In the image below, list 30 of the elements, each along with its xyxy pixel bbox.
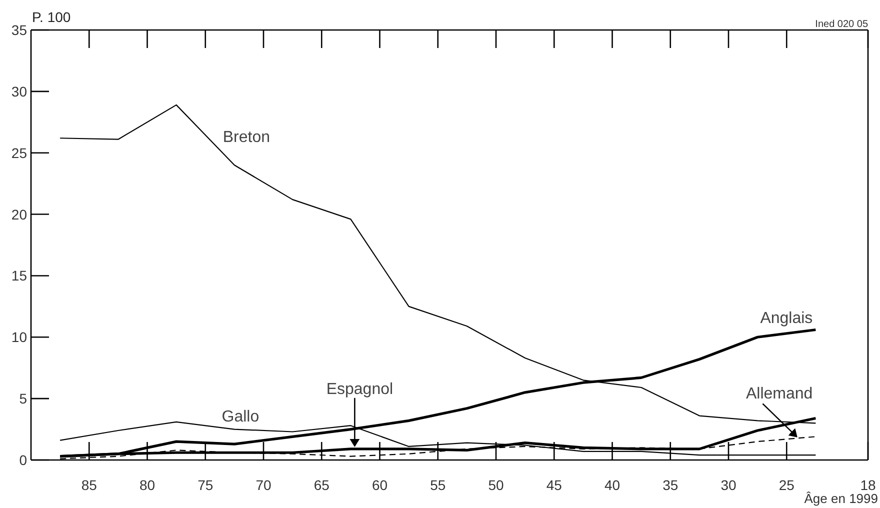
x-tick-label: 40 — [604, 477, 620, 493]
y-tick-label: 5 — [19, 390, 28, 407]
y-tick-label: 10 — [11, 329, 28, 346]
x-tick-label: 55 — [430, 477, 446, 493]
y-tick-label: 35 — [11, 22, 28, 38]
y-tick-label: 0 — [19, 452, 28, 468]
series-label: Gallo — [222, 408, 260, 426]
x-tick-label: 85 — [81, 477, 98, 493]
y-tick-label: 15 — [11, 268, 28, 284]
y-tick-label: 30 — [11, 83, 28, 100]
x-tick-label: 35 — [662, 477, 678, 493]
x-axis-title: Âge en 1999 — [804, 491, 878, 506]
x-tick-label: 80 — [139, 477, 156, 493]
y-tick-label: 25 — [11, 144, 28, 161]
series-label: Anglais — [760, 310, 813, 327]
x-tick-label: 60 — [372, 477, 388, 493]
annotation: Ined 020 05 — [815, 19, 868, 30]
series-label: Breton — [222, 129, 270, 146]
text: Espagnol — [326, 380, 394, 398]
x-tick-label: 45 — [546, 477, 562, 493]
text: Allemand — [746, 386, 813, 403]
x-tick-label: 65 — [314, 477, 330, 493]
x-tick-label: 75 — [198, 477, 214, 493]
x-tick-label: 30 — [720, 477, 736, 493]
x-tick-label: 25 — [778, 477, 795, 493]
x-tick-label: 18 — [860, 477, 876, 493]
y-axis-title: P. 100 — [32, 9, 71, 25]
x-tick-label: 70 — [256, 477, 272, 493]
y-tick-label: 20 — [11, 206, 28, 222]
x-tick-label: 50 — [488, 477, 504, 493]
